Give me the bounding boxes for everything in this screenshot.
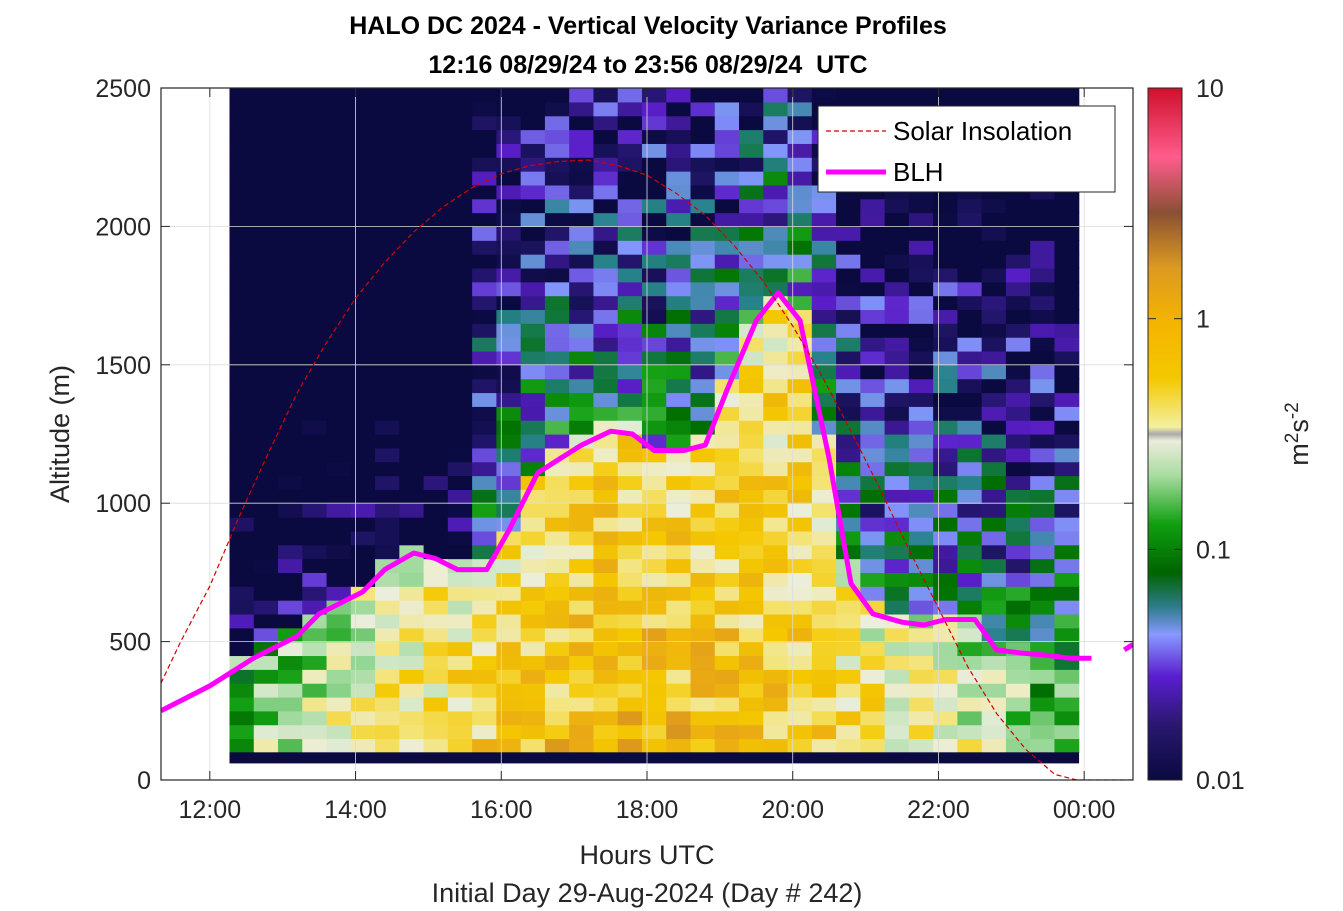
colorbar-gradient xyxy=(1147,87,1183,781)
colorbar-tick-label: 1 xyxy=(1196,306,1210,334)
chart-subtitle: 12:16 08/29/24 to 23:56 08/29/24 UTC xyxy=(428,51,867,79)
colorbar-tick-label: 0.01 xyxy=(1196,767,1245,795)
chart-title: HALO DC 2024 - Vertical Velocity Varianc… xyxy=(349,12,947,40)
x-tick-label: 18:00 xyxy=(616,796,679,824)
colorbar-tick-label: 0.1 xyxy=(1196,536,1231,564)
x-tick-label: 00:00 xyxy=(1053,796,1116,824)
x-tick-label: 20:00 xyxy=(761,796,824,824)
colorbar-label: m2s-2 xyxy=(1282,402,1314,465)
colorbar: 0.01 0.1 1 10 m2s-2 xyxy=(1147,75,1314,795)
x-axis-ticks: 12:00 14:00 16:00 18:00 20:00 22:00 00:00 xyxy=(179,88,1116,824)
x-axis-label: Hours UTC xyxy=(579,840,714,870)
y-tick-label: 0 xyxy=(137,767,151,795)
heatmap xyxy=(229,88,1080,764)
y-tick-label: 1500 xyxy=(95,352,151,380)
colorbar-ticks: 0.01 0.1 1 10 xyxy=(1148,75,1245,795)
x-axis-label-2: Initial Day 29-Aug-2024 (Day # 242) xyxy=(432,878,863,908)
y-axis-label: Altitude (m) xyxy=(45,365,75,503)
solar-insolation-line xyxy=(161,159,1133,780)
y-tick-label: 500 xyxy=(109,629,151,657)
y-tick-label: 1000 xyxy=(95,490,151,518)
x-tick-label: 16:00 xyxy=(470,796,533,824)
y-tick-label: 2500 xyxy=(95,75,151,103)
y-tick-label: 2000 xyxy=(95,213,151,241)
legend: Solar Insolation BLH xyxy=(817,105,1116,193)
x-tick-label: 14:00 xyxy=(324,796,387,824)
blh-line xyxy=(1122,642,1133,653)
x-tick-label: 22:00 xyxy=(907,796,970,824)
blh-line xyxy=(161,290,1092,714)
y-axis-ticks: 0 500 1000 1500 2000 2500 xyxy=(95,75,1133,795)
legend-label-blh: BLH xyxy=(893,157,944,187)
x-tick-label: 12:00 xyxy=(179,796,242,824)
legend-box xyxy=(817,105,1116,193)
colorbar-tick-label: 10 xyxy=(1196,75,1224,103)
legend-label-solar: Solar Insolation xyxy=(893,116,1072,146)
series-lines xyxy=(161,159,1133,780)
